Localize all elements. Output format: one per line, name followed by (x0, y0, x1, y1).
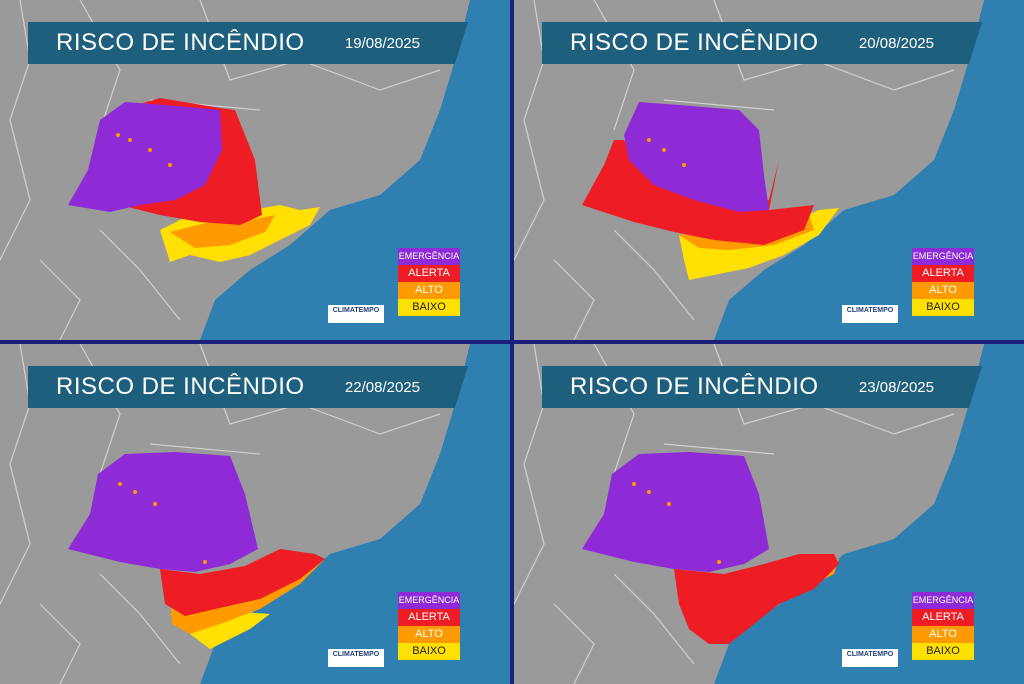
zone-emergencia (68, 102, 222, 212)
map-2 (514, 0, 984, 340)
map-title: RISCO DE INCÊNDIO (570, 373, 819, 400)
legend-emergencia: EMERGÊNCIA (912, 248, 974, 265)
zone-alerta (160, 549, 325, 616)
legend-emergencia: EMERGÊNCIA (398, 592, 460, 609)
zone-emergencia (68, 452, 258, 572)
map-date: 23/08/2025 (858, 379, 934, 396)
legend-emergencia: EMERGÊNCIA (912, 592, 974, 609)
legend: EMERGÊNCIA ALERTA ALTO BAIXO (912, 248, 974, 316)
map-title: RISCO DE INCÊNDIO (570, 29, 819, 56)
climatempo-logo: CLIMATEMPO (842, 305, 898, 323)
climatempo-logo: CLIMATEMPO (328, 649, 384, 667)
legend-alto: ALTO (912, 626, 974, 643)
map-date: 19/08/2025 (344, 35, 420, 52)
legend: EMERGÊNCIA ALERTA ALTO BAIXO (912, 592, 974, 660)
zone-alerta (674, 554, 839, 644)
legend-alto: ALTO (912, 282, 974, 299)
legend-emergencia: EMERGÊNCIA (398, 248, 460, 265)
legend-alto: ALTO (398, 282, 460, 299)
legend-alerta: ALERTA (912, 265, 974, 282)
legend-alerta: ALERTA (398, 609, 460, 626)
legend-alerta: ALERTA (912, 609, 974, 626)
title-banner: RISCO DE INCÊNDIO 23/08/2025 (542, 366, 982, 408)
zone-emergencia (624, 102, 769, 212)
map-4 (514, 344, 984, 684)
legend-baixo: BAIXO (912, 299, 974, 316)
map-panel-2: RISCO DE INCÊNDIO 20/08/2025 EMERGÊNCIA … (514, 0, 1024, 340)
map-title: RISCO DE INCÊNDIO (56, 29, 305, 56)
title-banner: RISCO DE INCÊNDIO 19/08/2025 (28, 22, 468, 64)
climatempo-logo: CLIMATEMPO (842, 649, 898, 667)
zone-emergencia (582, 452, 769, 572)
legend-baixo: BAIXO (398, 643, 460, 660)
legend: EMERGÊNCIA ALERTA ALTO BAIXO (398, 592, 460, 660)
map-date: 22/08/2025 (344, 379, 420, 396)
legend-alerta: ALERTA (398, 265, 460, 282)
title-banner: RISCO DE INCÊNDIO 20/08/2025 (542, 22, 982, 64)
zone-alto (170, 215, 275, 248)
legend-baixo: BAIXO (912, 643, 974, 660)
legend-baixo: BAIXO (398, 299, 460, 316)
map-title: RISCO DE INCÊNDIO (56, 373, 305, 400)
map-panel-4: RISCO DE INCÊNDIO 23/08/2025 EMERGÊNCIA … (514, 344, 1024, 684)
map-panel-3: RISCO DE INCÊNDIO 22/08/2025 EMERGÊNCIA … (0, 344, 510, 684)
title-banner: RISCO DE INCÊNDIO 22/08/2025 (28, 366, 468, 408)
map-1 (0, 0, 470, 340)
legend: EMERGÊNCIA ALERTA ALTO BAIXO (398, 248, 460, 316)
climatempo-logo: CLIMATEMPO (328, 305, 384, 323)
map-3 (0, 344, 470, 684)
map-panel-1: RISCO DE INCÊNDIO 19/08/2025 EMERGÊNCIA … (0, 0, 510, 340)
map-date: 20/08/2025 (858, 35, 934, 52)
legend-alto: ALTO (398, 626, 460, 643)
